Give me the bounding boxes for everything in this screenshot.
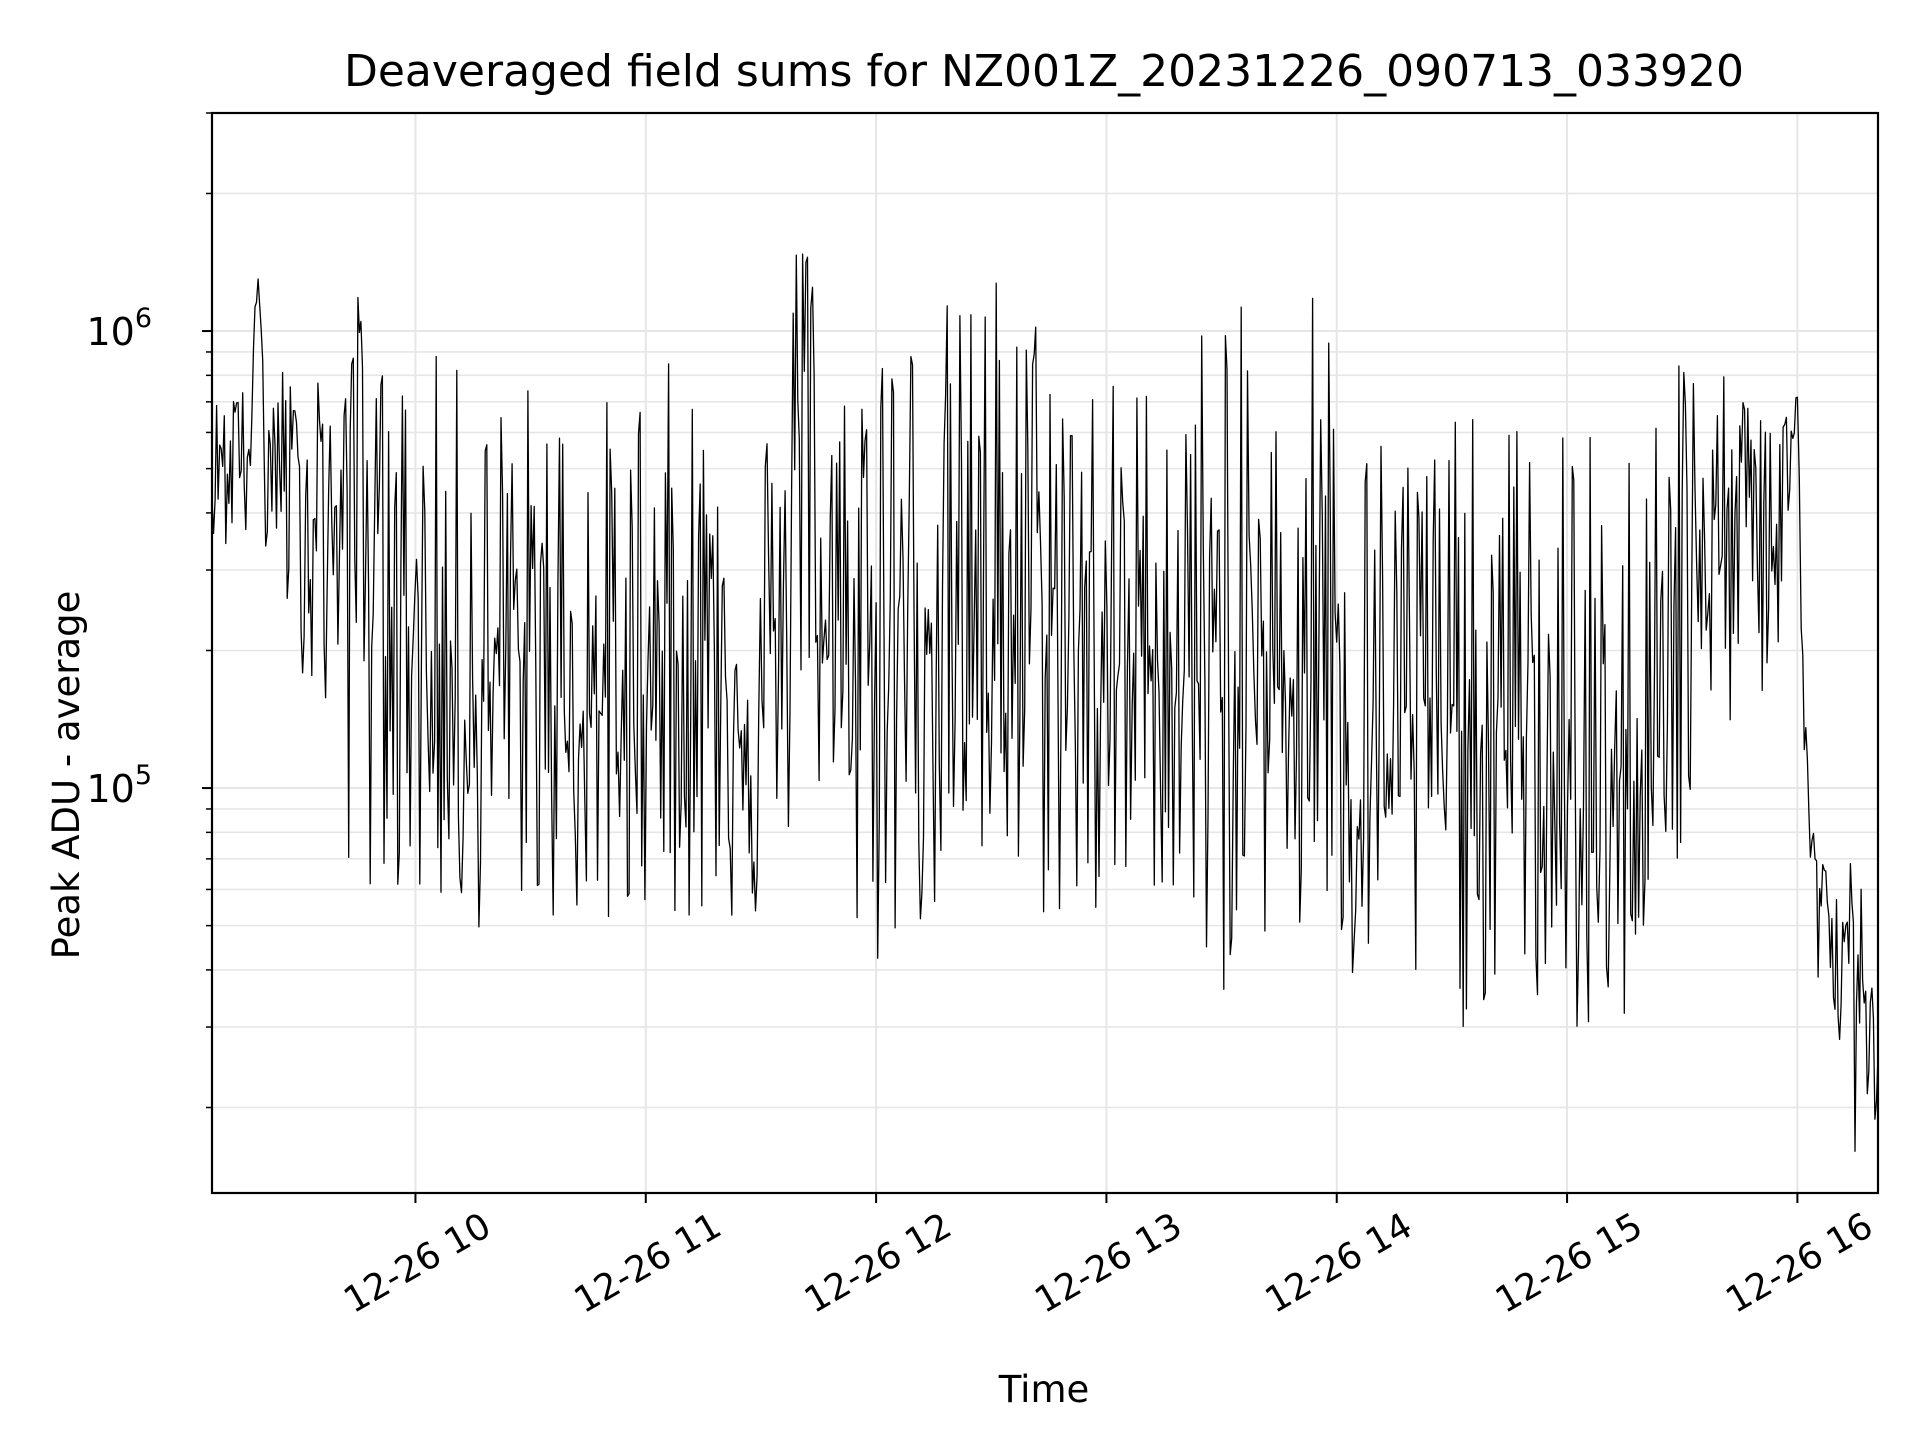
chart-title: Deaveraged field sums for NZ001Z_2023122…	[344, 46, 1744, 97]
series-line	[211, 253, 1879, 1152]
y-axis-label: Peak ADU - average	[45, 591, 88, 960]
x-axis-label: Time	[998, 1368, 1090, 1411]
y-tick-label: 106	[86, 303, 152, 354]
series-area	[211, 253, 1879, 1152]
plot-frame	[210, 111, 1880, 1195]
